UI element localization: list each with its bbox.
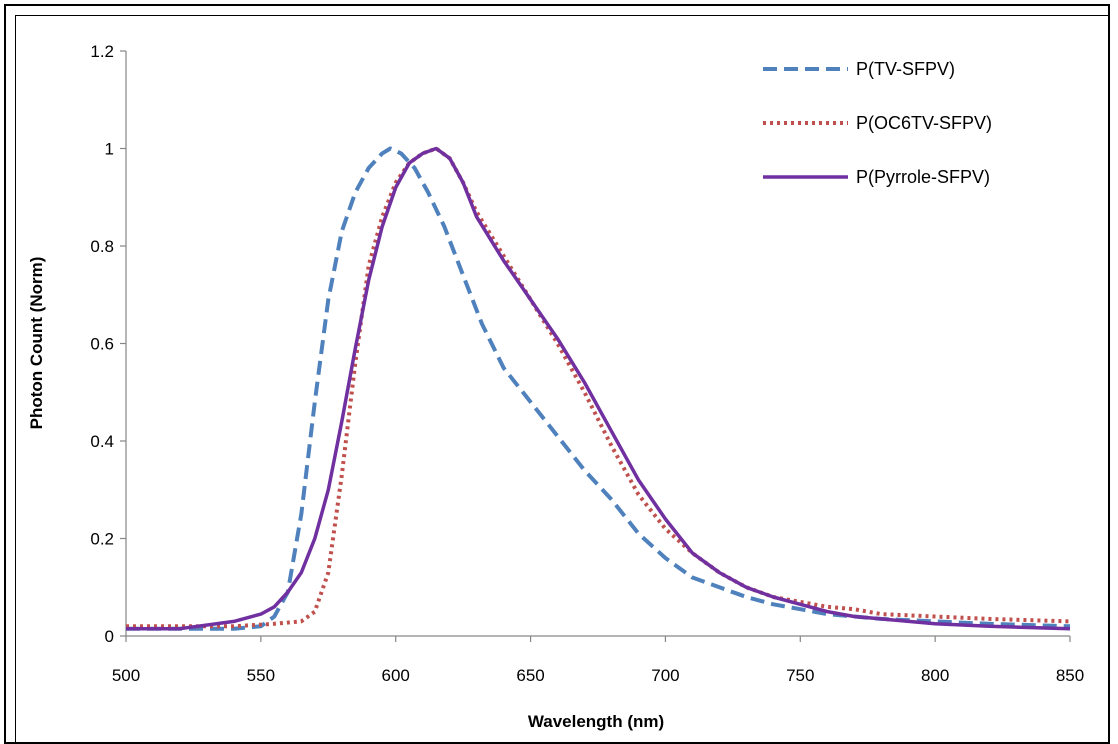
y-tick-label: 1 <box>105 140 114 159</box>
y-axis: 0 0.2 0.4 0.6 0.8 1 1.2 <box>90 42 127 646</box>
x-tick-label: 750 <box>786 666 814 685</box>
y-axis-title: Photon Count (Norm) <box>27 257 46 430</box>
legend-label-1: P(OC6TV-SFPV) <box>856 113 992 133</box>
x-tick-label: 550 <box>247 666 275 685</box>
series-line-1 <box>126 146 1071 629</box>
legend: P(TV-SFPV) P(OC6TV-SFPV) P(Pyrrole-SFPV) <box>763 59 992 187</box>
y-tick-label: 0.6 <box>90 335 114 354</box>
y-tick-label: 0 <box>105 627 114 646</box>
x-tick-label: 800 <box>921 666 949 685</box>
x-tick-label: 850 <box>1056 666 1084 685</box>
x-tick-label: 500 <box>112 666 140 685</box>
x-axis: 500 550 600 650 700 750 800 850 <box>112 635 1084 685</box>
x-tick-label: 600 <box>382 666 410 685</box>
y-tick-label: 0.2 <box>90 530 114 549</box>
series-line-0 <box>126 146 1071 631</box>
chart-inner-border <box>15 15 1108 742</box>
y-tick-label: 0.8 <box>90 237 114 256</box>
series-lines <box>126 146 1071 631</box>
x-axis-title: Wavelength (nm) <box>528 712 664 731</box>
legend-label-0: P(TV-SFPV) <box>856 59 955 79</box>
x-tick-label: 700 <box>651 666 679 685</box>
x-tick-label: 650 <box>516 666 544 685</box>
y-tick-label: 0.4 <box>90 432 114 451</box>
y-tick-label: 1.2 <box>90 42 114 61</box>
series-line-2 <box>126 146 1071 631</box>
legend-label-2: P(Pyrrole-SFPV) <box>856 167 990 187</box>
